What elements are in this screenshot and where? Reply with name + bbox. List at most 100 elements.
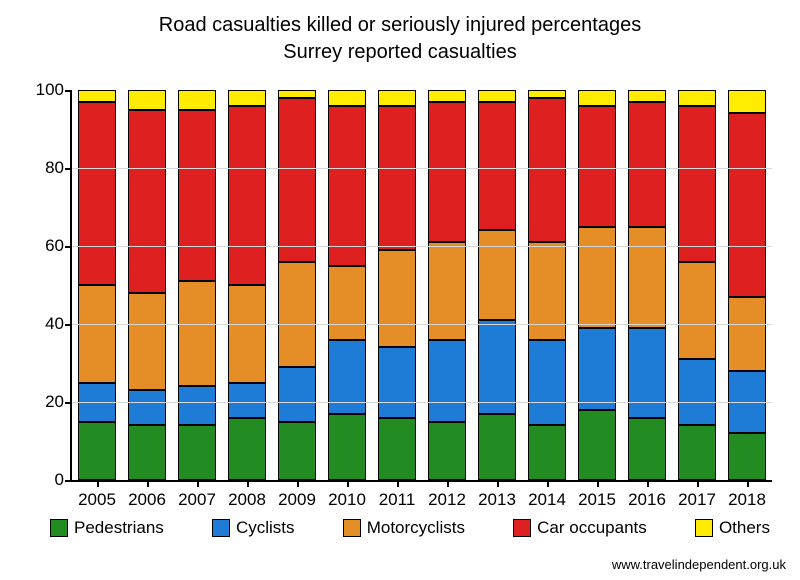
bar-slot: 2013: [472, 90, 522, 480]
bar-segment-pedestrians: [528, 425, 566, 480]
bar-slot: 2018: [722, 90, 772, 480]
bar-segment-pedestrians: [178, 425, 216, 480]
y-tick-mark: [65, 402, 72, 404]
legend-item-cyclists: Cyclists: [212, 518, 295, 538]
legend-label: Cyclists: [236, 518, 295, 538]
legend-label: Others: [719, 518, 770, 538]
legend-label: Car occupants: [537, 518, 647, 538]
title-line-2: Surrey reported casualties: [0, 39, 800, 66]
bar-segment-motorcyclists: [178, 281, 216, 386]
bar: [278, 90, 316, 480]
legend: PedestriansCyclistsMotorcyclistsCar occu…: [50, 518, 770, 538]
bar: [78, 90, 116, 480]
legend-item-pedestrians: Pedestrians: [50, 518, 164, 538]
bar-slot: 2005: [72, 90, 122, 480]
x-tick-label: 2014: [528, 490, 566, 510]
bar-segment-cyclists: [428, 340, 466, 422]
x-tick-label: 2017: [678, 490, 716, 510]
legend-swatch-motorcyclists: [343, 519, 361, 537]
grid-line: [72, 324, 772, 325]
y-tick-label: 100: [36, 80, 64, 100]
x-tick-label: 2016: [628, 490, 666, 510]
x-tick-mark: [597, 480, 599, 487]
bar-segment-motorcyclists: [628, 227, 666, 328]
x-tick-label: 2007: [178, 490, 216, 510]
bar: [128, 90, 166, 480]
bar-segment-others: [428, 90, 466, 102]
bar-segment-pedestrians: [128, 425, 166, 480]
bar-segment-others: [628, 90, 666, 102]
bar: [228, 90, 266, 480]
chart-container: Road casualties killed or seriously inju…: [0, 0, 800, 580]
bar: [378, 90, 416, 480]
x-tick-label: 2013: [478, 490, 516, 510]
bar-segment-motorcyclists: [678, 262, 716, 360]
source-attribution: www.travelindependent.org.uk: [612, 557, 786, 572]
x-tick-mark: [397, 480, 399, 487]
bar: [528, 90, 566, 480]
bar-segment-pedestrians: [228, 418, 266, 480]
bar-segment-cyclists: [528, 340, 566, 426]
bar: [578, 90, 616, 480]
bar-segment-car_occupants: [128, 110, 166, 293]
bar-segment-others: [228, 90, 266, 106]
bar-segment-pedestrians: [428, 422, 466, 481]
bar-segment-others: [278, 90, 316, 98]
grid-line: [72, 402, 772, 403]
x-tick-label: 2015: [578, 490, 616, 510]
bar-segment-others: [678, 90, 716, 106]
bar-slot: 2015: [572, 90, 622, 480]
bar-segment-car_occupants: [178, 110, 216, 282]
x-tick-label: 2012: [428, 490, 466, 510]
bar-slot: 2010: [322, 90, 372, 480]
bar-segment-others: [78, 90, 116, 102]
bar-slot: 2017: [672, 90, 722, 480]
bar-segment-pedestrians: [478, 414, 516, 480]
x-tick-mark: [547, 480, 549, 487]
x-tick-mark: [747, 480, 749, 487]
bar-segment-cyclists: [178, 386, 216, 425]
y-tick-mark: [65, 324, 72, 326]
bar: [728, 90, 766, 480]
bar: [178, 90, 216, 480]
bar-segment-motorcyclists: [378, 250, 416, 348]
bar: [678, 90, 716, 480]
x-tick-label: 2008: [228, 490, 266, 510]
bar-segment-car_occupants: [578, 106, 616, 227]
grid-line: [72, 168, 772, 169]
bar-segment-pedestrians: [628, 418, 666, 480]
bar-segment-cyclists: [128, 390, 166, 425]
x-tick-mark: [97, 480, 99, 487]
bar-segment-car_occupants: [478, 102, 516, 231]
bar-segment-motorcyclists: [78, 285, 116, 383]
bar-segment-car_occupants: [528, 98, 566, 242]
x-tick-mark: [297, 480, 299, 487]
legend-swatch-cyclists: [212, 519, 230, 537]
x-tick-mark: [197, 480, 199, 487]
bar-segment-cyclists: [378, 347, 416, 417]
bar-segment-car_occupants: [78, 102, 116, 285]
bar-segment-car_occupants: [378, 106, 416, 250]
bar-segment-pedestrians: [678, 425, 716, 480]
bar-segment-pedestrians: [578, 410, 616, 480]
bar-segment-motorcyclists: [228, 285, 266, 383]
bar-segment-motorcyclists: [278, 262, 316, 367]
plot-area: 2005200620072008200920102011201220132014…: [70, 90, 772, 482]
bar-segment-car_occupants: [278, 98, 316, 262]
y-tick-mark: [65, 480, 72, 482]
x-tick-mark: [247, 480, 249, 487]
bars-container: 2005200620072008200920102011201220132014…: [72, 90, 772, 480]
bar-segment-motorcyclists: [128, 293, 166, 391]
bar-segment-others: [728, 90, 766, 113]
bar-segment-others: [528, 90, 566, 98]
x-tick-mark: [497, 480, 499, 487]
bar-segment-others: [178, 90, 216, 110]
x-tick-label: 2011: [379, 490, 416, 510]
bar-segment-cyclists: [678, 359, 716, 425]
title-line-1: Road casualties killed or seriously inju…: [0, 12, 800, 39]
y-tick-mark: [65, 168, 72, 170]
bar-segment-motorcyclists: [328, 266, 366, 340]
bar-segment-car_occupants: [328, 106, 366, 266]
bar: [328, 90, 366, 480]
legend-swatch-pedestrians: [50, 519, 68, 537]
